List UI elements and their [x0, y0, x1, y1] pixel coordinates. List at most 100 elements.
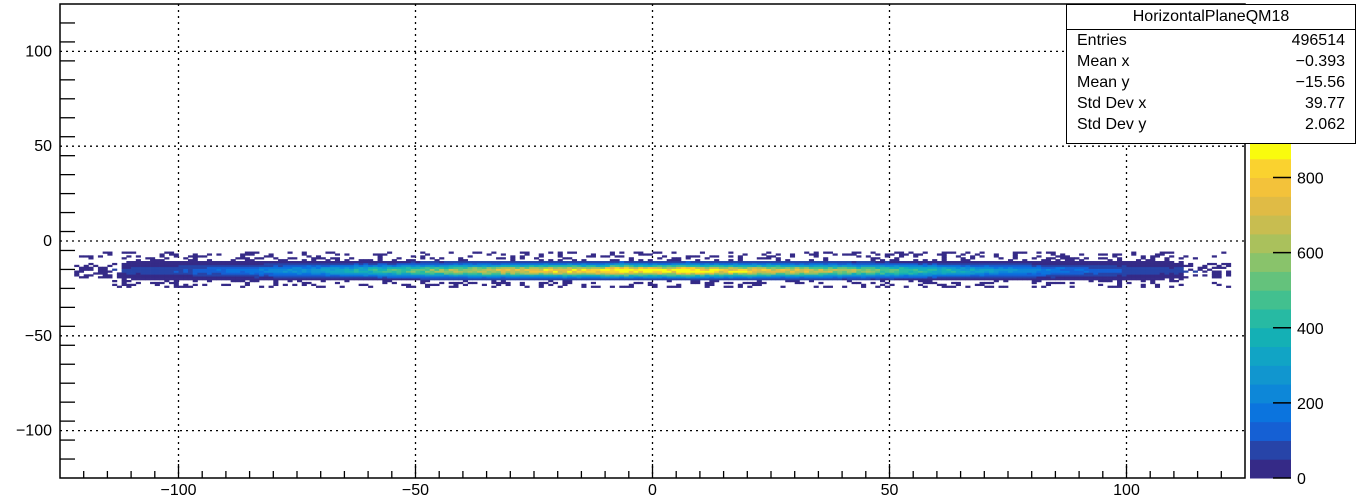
- histogram-bin: [453, 276, 459, 279]
- histogram-bin: [1197, 268, 1203, 271]
- histogram-bin: [908, 272, 914, 275]
- palette-segment: [1250, 252, 1291, 272]
- histogram-bin: [1140, 272, 1146, 275]
- histogram-bin: [107, 270, 113, 273]
- histogram-bin: [78, 270, 85, 273]
- histogram-bin: [1083, 266, 1089, 269]
- histogram-bin: [515, 262, 521, 266]
- histogram-bin: [230, 268, 236, 271]
- histogram-bin: [197, 276, 203, 279]
- histogram-bin: [192, 279, 198, 283]
- histogram-bin: [695, 266, 701, 269]
- histogram-bin: [391, 276, 397, 279]
- histogram-bin: [823, 266, 829, 269]
- histogram-bin: [666, 285, 672, 288]
- histogram-bin: [1159, 266, 1165, 269]
- histogram-bin: [974, 253, 980, 256]
- histogram-bin: [353, 278, 359, 281]
- histogram-bin: [458, 261, 464, 264]
- histogram-bin: [387, 279, 393, 283]
- histogram-bin: [1145, 268, 1151, 271]
- histogram-bin: [320, 278, 326, 281]
- histogram-bin: [742, 272, 748, 275]
- histogram-bin: [955, 274, 961, 277]
- histogram-bin: [690, 270, 696, 273]
- histogram-bin: [993, 279, 999, 283]
- histogram-bin: [439, 278, 445, 281]
- palette-segment: [1250, 158, 1291, 179]
- histogram-bin: [799, 270, 805, 273]
- histogram-bin: [567, 251, 573, 254]
- histogram-bin: [306, 276, 312, 279]
- histogram-bin: [856, 255, 862, 258]
- histogram-bin: [932, 281, 938, 285]
- histogram-bin: [728, 266, 734, 269]
- histogram-bin: [865, 276, 871, 279]
- histogram-bin: [429, 264, 435, 268]
- histogram-bin: [552, 270, 559, 273]
- histogram-bin: [1226, 264, 1232, 268]
- histogram-bin: [756, 272, 762, 275]
- histogram-bin: [254, 270, 260, 273]
- histogram-bin: [353, 266, 359, 269]
- histogram-bin: [1178, 261, 1184, 264]
- histogram-bin: [851, 276, 857, 279]
- histogram-bin: [733, 270, 739, 273]
- histogram-bin: [349, 261, 355, 264]
- histogram-bin: [842, 274, 848, 277]
- histogram-bin: [1064, 278, 1070, 281]
- histogram-bin: [159, 270, 165, 273]
- histogram-bin: [894, 257, 900, 260]
- histogram-bin: [410, 255, 416, 258]
- histogram-bin: [410, 276, 416, 279]
- histogram-bin: [1216, 266, 1222, 269]
- histogram-bin: [794, 268, 800, 271]
- histogram-bin: [823, 251, 829, 254]
- histogram-bin: [240, 279, 246, 283]
- histogram-bin: [1159, 251, 1165, 254]
- histogram-bin: [306, 274, 312, 277]
- histogram-bin: [581, 262, 587, 266]
- histogram-bin: [671, 278, 677, 281]
- histogram-bin: [590, 278, 596, 281]
- histogram-bin: [600, 264, 606, 268]
- histogram-bin: [1003, 270, 1009, 273]
- histogram-bin: [491, 261, 497, 264]
- histogram-bin: [870, 270, 876, 273]
- histogram-bin: [1050, 268, 1056, 271]
- histogram-bin: [1041, 264, 1047, 268]
- histogram-bin: [922, 285, 928, 288]
- histogram-bin: [941, 268, 947, 271]
- histogram-bin: [164, 270, 170, 273]
- histogram-bin: [173, 264, 179, 268]
- histogram-bin: [135, 262, 141, 266]
- histogram-bin: [1164, 264, 1170, 268]
- histogram-bin: [733, 268, 739, 271]
- histogram-bin: [1022, 274, 1028, 277]
- histogram-bin: [1216, 276, 1222, 279]
- histogram-bin: [93, 272, 99, 275]
- histogram-bin: [1150, 259, 1156, 262]
- histogram-bin: [1164, 261, 1170, 264]
- histogram-bin: [339, 264, 345, 268]
- histogram-bin: [1154, 253, 1161, 256]
- histogram-bin: [377, 268, 383, 271]
- histogram-bin: [273, 272, 279, 275]
- histogram-bin: [401, 264, 407, 268]
- histogram-bin: [235, 279, 241, 283]
- histogram-bin: [1045, 264, 1052, 268]
- histogram-bin: [500, 268, 506, 271]
- histogram-bin: [614, 264, 620, 268]
- histogram-bin: [496, 261, 502, 264]
- histogram-bin: [737, 274, 743, 277]
- histogram-bin: [1102, 264, 1108, 268]
- histogram-bin: [477, 274, 483, 277]
- histogram-bin: [875, 276, 881, 279]
- histogram-bin: [709, 268, 715, 271]
- histogram-bin: [965, 276, 971, 279]
- histogram-bin: [1150, 262, 1156, 266]
- histogram-bin: [235, 264, 241, 268]
- histogram-bin: [334, 259, 341, 262]
- histogram-bin: [249, 251, 255, 254]
- histogram-bin: [387, 268, 393, 271]
